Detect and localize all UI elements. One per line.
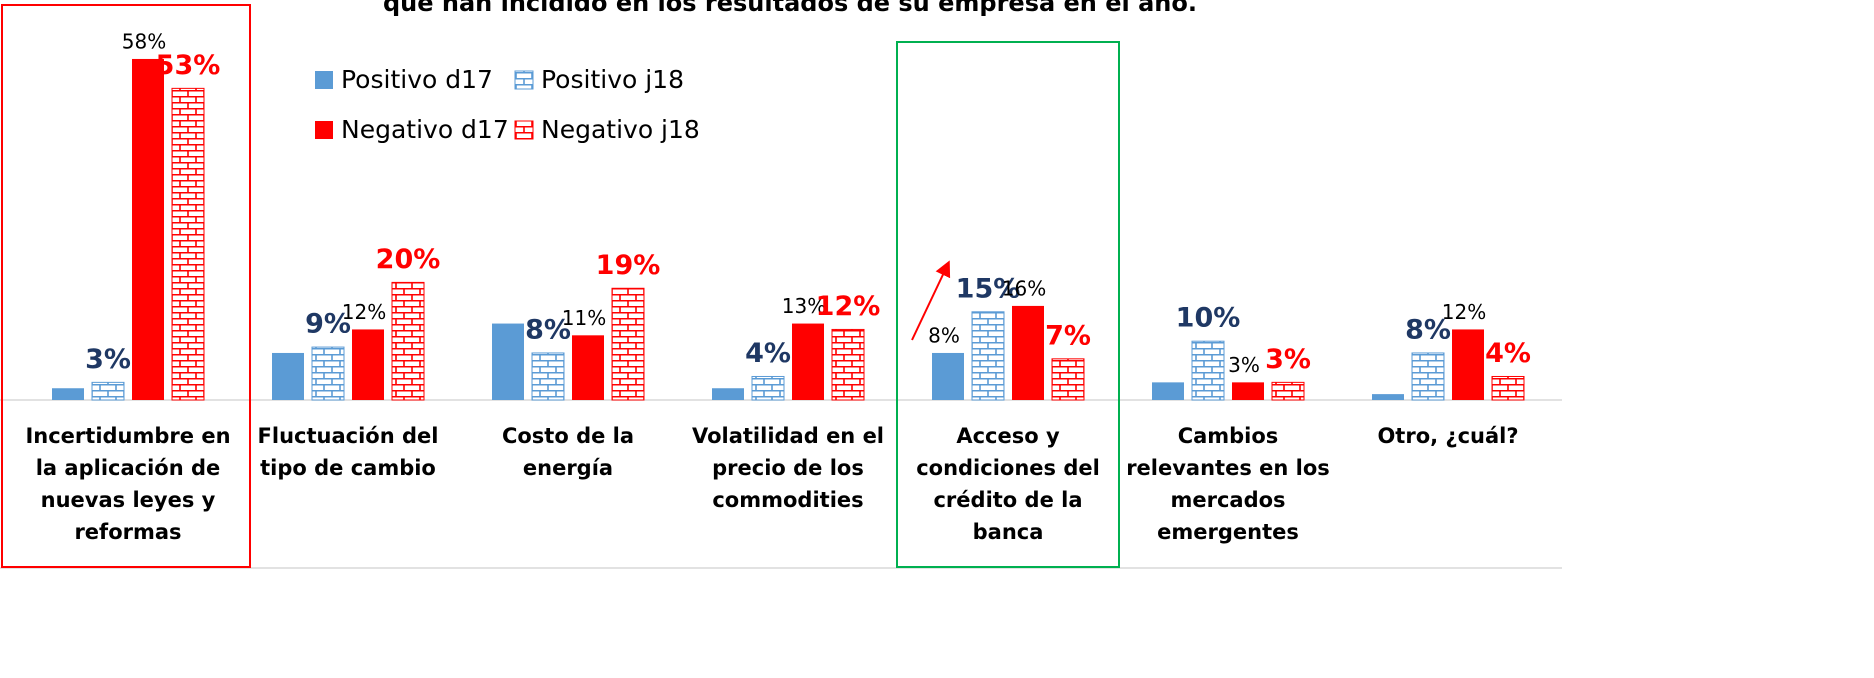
bar bbox=[1012, 305, 1044, 400]
bar bbox=[132, 58, 164, 401]
legend-swatch bbox=[514, 70, 534, 90]
data-label: 19% bbox=[596, 250, 661, 281]
bar bbox=[1491, 375, 1525, 401]
legend-swatch bbox=[315, 71, 333, 89]
bar bbox=[1372, 394, 1404, 400]
bar bbox=[1191, 340, 1225, 401]
bar bbox=[751, 375, 785, 401]
legend-label: Positivo d17 bbox=[341, 65, 493, 94]
category-label: Acceso y condiciones del crédito de la b… bbox=[916, 424, 1100, 544]
data-label: 3% bbox=[1265, 344, 1311, 375]
bar bbox=[1152, 382, 1184, 400]
bar bbox=[1232, 382, 1264, 400]
bar bbox=[391, 281, 425, 401]
data-label: 3% bbox=[1228, 353, 1260, 377]
data-label: 9% bbox=[305, 309, 351, 340]
data-label: 3% bbox=[85, 344, 131, 375]
bar bbox=[792, 323, 824, 400]
data-label: 4% bbox=[745, 338, 791, 369]
legend-swatch bbox=[315, 121, 333, 139]
category-label: Costo de la energía bbox=[501, 424, 635, 480]
legend-label: Positivo j18 bbox=[541, 65, 684, 94]
arrow bbox=[911, 260, 951, 341]
legend-label: Negativo d17 bbox=[341, 115, 509, 144]
bar bbox=[831, 328, 865, 401]
bar bbox=[712, 388, 744, 400]
bar bbox=[91, 381, 125, 401]
bar bbox=[352, 329, 384, 400]
data-label: 58% bbox=[122, 29, 166, 53]
highlight-box bbox=[1, 4, 251, 568]
category-label: Otro, ¿cuál? bbox=[1377, 424, 1519, 448]
bar bbox=[52, 388, 84, 400]
bar bbox=[971, 311, 1005, 401]
data-label: 8% bbox=[525, 314, 571, 345]
data-label: 8% bbox=[928, 323, 960, 347]
data-label: 11% bbox=[562, 306, 606, 330]
category-label: Volatilidad en el precio de los commodit… bbox=[691, 424, 885, 512]
data-label: 4% bbox=[1485, 338, 1531, 369]
legend-label: Negativo j18 bbox=[541, 115, 700, 144]
data-label: 53% bbox=[156, 50, 221, 81]
data-label: 10% bbox=[1176, 303, 1241, 334]
bar bbox=[611, 287, 645, 401]
bar bbox=[932, 352, 964, 400]
legend-swatch bbox=[514, 120, 534, 140]
category-label: Cambios relevantes en los mercados emerg… bbox=[1126, 424, 1330, 544]
bar bbox=[1452, 329, 1484, 400]
data-label: 7% bbox=[1045, 320, 1091, 351]
data-label: 12% bbox=[816, 291, 881, 322]
bar bbox=[492, 323, 524, 400]
data-label: 13% bbox=[782, 294, 826, 318]
category-label: Fluctuación del tipo de cambio bbox=[257, 424, 439, 480]
highlight-box bbox=[896, 41, 1120, 568]
bar bbox=[1271, 381, 1305, 401]
data-label: 12% bbox=[1442, 300, 1486, 324]
bar bbox=[171, 87, 205, 401]
bar bbox=[531, 352, 565, 401]
data-label: 16% bbox=[1002, 276, 1046, 300]
category-label: Incertidumbre en la aplicación de nuevas… bbox=[25, 424, 231, 544]
bar bbox=[272, 352, 304, 400]
bar bbox=[1411, 352, 1445, 401]
bar bbox=[311, 346, 345, 401]
chart-title: que han incidido en los resultados de su… bbox=[383, 0, 1197, 17]
data-label: 20% bbox=[376, 244, 441, 275]
bar bbox=[572, 335, 604, 400]
data-label: 12% bbox=[342, 300, 386, 324]
data-label: 15% bbox=[956, 273, 1021, 304]
bar bbox=[1051, 358, 1085, 401]
data-label: 8% bbox=[1405, 314, 1451, 345]
